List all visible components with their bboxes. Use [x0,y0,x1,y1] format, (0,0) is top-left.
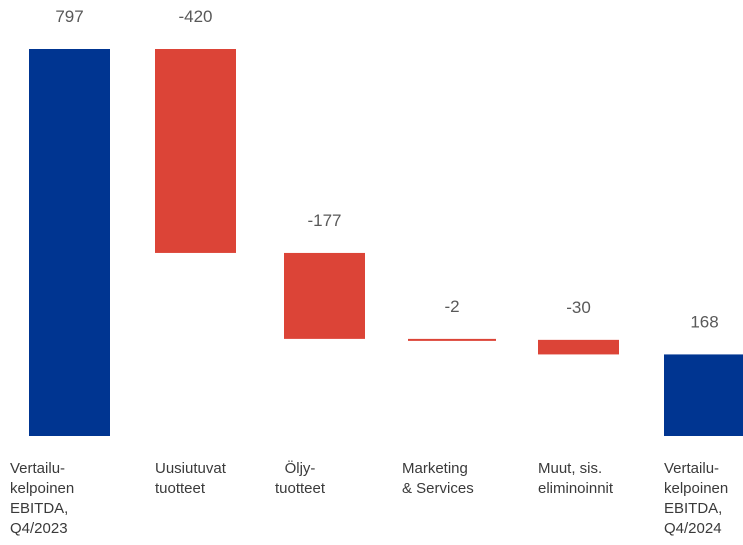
category-label-1: Uusiutuvat tuotteet [155,460,227,497]
category-label-5: Vertailu-kelpoinen EBITDA, Q4/2024 [664,460,728,537]
bar-2 [284,252,365,339]
category-label-0: Vertailu-kelpoinen EBITDA, Q4/2023 [10,460,74,537]
bar-3 [408,338,496,341]
bar-5 [664,354,743,436]
value-label-3: -2 [444,297,459,316]
value-label-0: 797 [55,7,83,26]
value-label-2: -177 [307,211,341,230]
bar-4 [538,339,619,355]
category-label-4: Muut, sis. eliminoinnit [538,460,614,497]
bar-0 [29,49,110,436]
bar-1 [155,49,236,253]
category-label-2: Öljy-tuotteet [275,459,326,497]
value-label-5: 168 [690,312,718,331]
category-label-3: Marketing & Services [402,460,474,497]
value-label-4: -30 [566,298,591,317]
value-label-1: -420 [178,7,212,26]
